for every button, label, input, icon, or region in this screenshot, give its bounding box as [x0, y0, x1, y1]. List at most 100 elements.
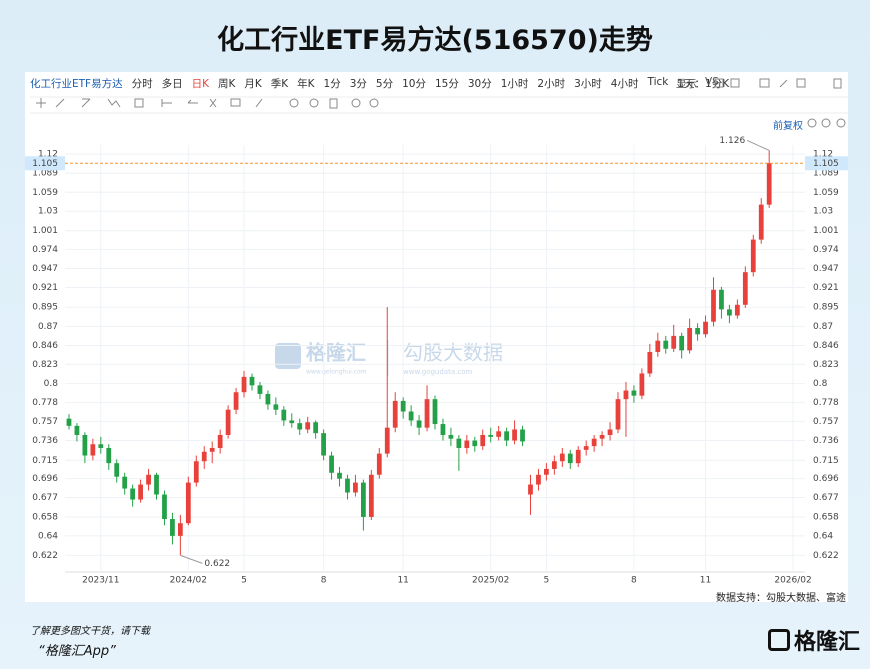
- toolbar-item[interactable]: 周K: [217, 78, 236, 90]
- candle-body: [567, 453, 573, 464]
- candle-body: [695, 327, 700, 335]
- watermark-logo: 格隆汇: [306, 341, 366, 365]
- x-tick-label: 2023/11: [82, 576, 119, 586]
- y-tick-label: 0.974: [32, 245, 58, 255]
- candle-body: [98, 444, 104, 448]
- y-tick-label: 1.03: [813, 207, 833, 217]
- candle-body: [504, 431, 509, 441]
- annotation-leader: [180, 554, 203, 564]
- toolbar-item[interactable]: 1小时: [500, 78, 529, 90]
- y-tick-label: 1.059: [32, 188, 58, 198]
- y-tick-label: 0.64: [813, 531, 833, 541]
- x-tick-label: 5: [544, 576, 550, 586]
- toolbar-item[interactable]: 3分: [349, 78, 367, 90]
- y-tick-label: 0.8: [813, 379, 828, 389]
- candle-body: [146, 474, 151, 485]
- y-tick-label: 0.8: [44, 379, 59, 389]
- toolbar-item[interactable]: 30分: [467, 78, 492, 90]
- toolbar-item[interactable]: 5分: [375, 78, 394, 90]
- toolbar-item[interactable]: 2小时: [537, 78, 566, 90]
- y-tick-label: 0.947: [813, 264, 839, 274]
- y-tick-label: 0.87: [813, 322, 833, 332]
- x-tick-label: 11: [397, 576, 408, 586]
- adjust-button[interactable]: 前复权: [773, 121, 803, 132]
- candle-body: [734, 304, 740, 316]
- candle-body: [185, 482, 191, 524]
- y-tick-label: 1.03: [38, 207, 58, 217]
- y-tick-label: 0.895: [813, 303, 839, 313]
- candle-body: [512, 429, 517, 441]
- y-tick-label: 0.757: [32, 417, 58, 427]
- candle-body: [201, 451, 207, 462]
- price-label-bg: [25, 156, 65, 171]
- y-tick-label: 0.895: [32, 303, 58, 313]
- candle-body: [472, 440, 478, 447]
- y-tick-label: 1.089: [32, 169, 58, 179]
- candle-body: [82, 434, 88, 456]
- toolbar-item[interactable]: 化工行业ETF易方达: [30, 78, 123, 90]
- price-label: 1.105: [32, 159, 58, 169]
- candle-body: [225, 409, 231, 435]
- toolbar-item[interactable]: 季K: [270, 78, 289, 90]
- toolbar-item[interactable]: 10分: [402, 78, 426, 90]
- candle-body: [607, 429, 613, 435]
- candle-body: [177, 523, 183, 536]
- y-tick-label: 0.622: [32, 551, 58, 561]
- candle-body: [114, 463, 120, 477]
- candle-body: [663, 340, 669, 349]
- candle-body: [623, 390, 629, 400]
- y-tick-label: 0.677: [32, 493, 58, 503]
- y-tick-label: 1.001: [32, 226, 58, 236]
- y-tick-label: 0.921: [813, 283, 839, 293]
- candle-body: [122, 476, 128, 489]
- candle-body: [162, 494, 167, 520]
- price-label: 1.105: [813, 159, 839, 169]
- candle-body: [265, 393, 271, 405]
- toolbar-item[interactable]: 15分: [434, 78, 459, 90]
- toolbar-item[interactable]: 3小时: [574, 78, 602, 90]
- y-tick-label: 0.846: [32, 341, 58, 351]
- toolbar-item[interactable]: 日K: [191, 78, 209, 90]
- candle-body: [416, 420, 422, 428]
- candle-body: [209, 447, 215, 452]
- candle-body: [742, 272, 748, 305]
- candle-body: [337, 472, 342, 479]
- toolbar-item[interactable]: 显示: [676, 78, 697, 90]
- toolbar-item[interactable]: 年K: [297, 78, 315, 90]
- candle-body: [66, 418, 72, 426]
- candle-body: [711, 289, 716, 322]
- candle-body: [345, 478, 350, 493]
- y-tick-label: 0.757: [813, 417, 839, 427]
- y-tick-label: 1.12: [38, 150, 58, 160]
- candle-body: [106, 447, 112, 464]
- y-tick-label: 0.974: [813, 245, 839, 255]
- toolbar-item[interactable]: 多日: [161, 78, 183, 90]
- candle-body: [281, 409, 287, 421]
- candle-body: [305, 422, 311, 430]
- toolbar-item[interactable]: 分时: [131, 78, 153, 90]
- candle-body: [631, 390, 637, 396]
- candle-body: [241, 376, 247, 393]
- y-tick-label: 0.715: [813, 456, 839, 466]
- candle-body: [559, 453, 565, 462]
- y-tick-label: 1.089: [813, 169, 839, 179]
- x-tick-label: 2024/02: [170, 576, 207, 586]
- watermark-url: www.gelonghui.com: [306, 369, 367, 376]
- toolbar-icons: [30, 78, 848, 128]
- toolbar: 化工行业ETF易方达 分时 多日 日K 周K 月K 季K 年K 1分 3分 5分 10分 15分 30分 1…: [30, 76, 729, 91]
- watermark: 格隆汇 www.gelonghui.com 勾股大数据 www.gogudata…: [275, 340, 503, 376]
- toolbar-item[interactable]: 4小时: [610, 78, 639, 90]
- toolbar-item[interactable]: Tick: [647, 76, 669, 88]
- annotation-label: 0.622: [204, 559, 230, 569]
- y-tick-label: 0.677: [813, 493, 839, 503]
- y-tick-label: 0.64: [38, 531, 58, 541]
- y-tick-label: 0.87: [38, 322, 58, 332]
- candle-body: [719, 289, 724, 310]
- annotation-label: 1.126: [719, 136, 745, 146]
- y-tick-label: 0.622: [813, 551, 839, 561]
- toolbar-item[interactable]: 月K: [244, 78, 262, 90]
- toolbar-item[interactable]: 1分: [323, 78, 341, 90]
- candle-body: [655, 340, 661, 352]
- candle-body: [90, 444, 96, 456]
